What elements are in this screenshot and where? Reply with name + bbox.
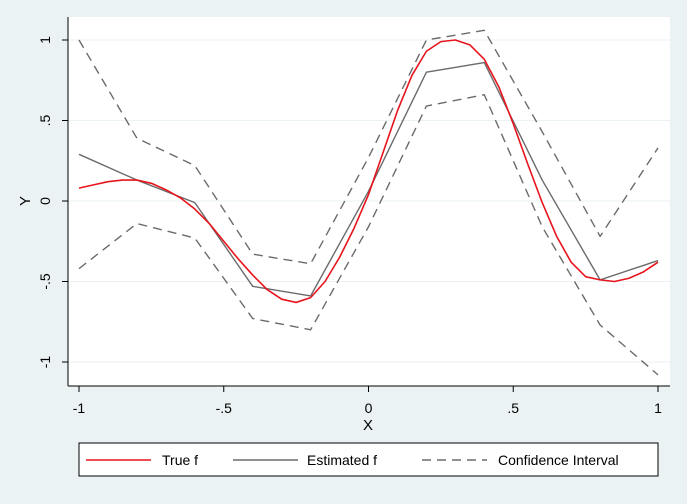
legend-label: Estimated f: [307, 452, 377, 468]
x-tick-label: 0: [365, 400, 373, 416]
series-lines: [78, 29, 659, 376]
y-axis-title: Y: [17, 196, 34, 206]
y-tick-label: -.5: [37, 273, 53, 290]
x-tick-label: -.5: [216, 400, 233, 416]
x-axis-title: X: [363, 417, 373, 434]
legend-box: [78, 442, 659, 477]
y-tick-label: .5: [37, 114, 53, 126]
series-line-confidence-lower: [78, 94, 659, 376]
series-line-confidence-upper: [78, 29, 659, 265]
x-tick-label: .5: [507, 400, 519, 416]
x-tick-label: 1: [654, 400, 662, 416]
y-tick-label: 0: [37, 197, 53, 205]
legend-label: Confidence Interval: [498, 452, 619, 468]
grid-lines: [68, 39, 670, 363]
legend-label: True f: [162, 452, 198, 468]
series-line-true-f: [78, 39, 659, 304]
y-tick-label: 1: [37, 36, 53, 44]
legend: True f Estimated f Confidence Interval: [78, 442, 659, 477]
x-tick-label: -1: [73, 400, 86, 416]
axes: -1 -.5 0 .5 1 -1 -.5 0 .5 1: [37, 17, 670, 416]
y-tick-label: -1: [37, 356, 53, 369]
